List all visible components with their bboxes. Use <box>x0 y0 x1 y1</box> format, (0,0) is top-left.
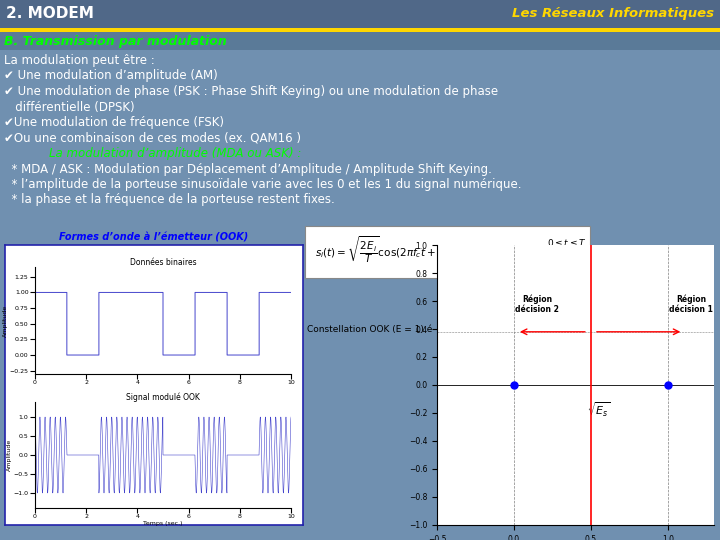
Text: * MDA / ASK : Modulation par Déplacement d’Amplitude / Amplitude Shift Keying.: * MDA / ASK : Modulation par Déplacement… <box>4 163 492 176</box>
X-axis label: Temps (sec.): Temps (sec.) <box>143 521 183 526</box>
Text: La modulation peut être :: La modulation peut être : <box>4 54 155 67</box>
Text: * la phase et la fréquence de la porteuse restent fixes.: * la phase et la fréquence de la porteus… <box>4 193 335 206</box>
Text: * l’amplitude de la porteuse sinusoïdale varie avec les 0 et les 1 du signal num: * l’amplitude de la porteuse sinusoïdale… <box>4 178 521 191</box>
Title: Signal modulé OOK: Signal modulé OOK <box>126 392 200 402</box>
Y-axis label: Amplitude: Amplitude <box>3 305 8 337</box>
Bar <box>0 28 720 32</box>
Point <box>508 381 520 389</box>
Text: ✔ Une modulation de phase (PSK : Phase Shift Keying) ou une modulation de phase: ✔ Une modulation de phase (PSK : Phase S… <box>4 85 498 98</box>
Text: Région
décision 2: Région décision 2 <box>515 294 559 314</box>
Title: Formes d’onde à l’émetteur (OOK): Formes d’onde à l’émetteur (OOK) <box>59 233 248 243</box>
Bar <box>0 0 720 28</box>
Text: B. Transmission par modulation: B. Transmission par modulation <box>4 35 227 48</box>
Title: Données binaires: Données binaires <box>130 259 197 267</box>
Bar <box>0 32 720 50</box>
Text: $\sqrt{E_s}$: $\sqrt{E_s}$ <box>587 401 610 420</box>
Text: $i = 1, \ldots, M$: $i = 1, \ldots, M$ <box>539 252 586 264</box>
Text: Les Réseaux Informatiques: Les Réseaux Informatiques <box>512 8 714 21</box>
Text: $0 \leq t \leq T$: $0 \leq t \leq T$ <box>546 238 586 248</box>
Text: Région
décision 1: Région décision 1 <box>669 294 713 314</box>
Text: $s_i(t) = \sqrt{\dfrac{2E_i}{T}}\cos(2\pi f_c t + \varphi_i),$: $s_i(t) = \sqrt{\dfrac{2E_i}{T}}\cos(2\p… <box>315 234 454 265</box>
Text: 2. MODEM: 2. MODEM <box>6 6 94 22</box>
Text: ✔ Une modulation d’amplitude (AM): ✔ Une modulation d’amplitude (AM) <box>4 70 217 83</box>
Point <box>662 381 674 389</box>
Text: ✔Ou une combinaison de ces modes (ex. QAM16 ): ✔Ou une combinaison de ces modes (ex. QA… <box>4 132 301 145</box>
Text: ✔Une modulation de fréquence (FSK): ✔Une modulation de fréquence (FSK) <box>4 116 224 129</box>
Text: Constellation OOK (E = 1) é: Constellation OOK (E = 1) é <box>307 325 433 334</box>
Text: La modulation d’amplitude (MDA ou ASK) :: La modulation d’amplitude (MDA ou ASK) : <box>4 147 302 160</box>
Bar <box>305 226 590 278</box>
Text: différentielle (DPSK): différentielle (DPSK) <box>4 100 135 113</box>
Y-axis label: Amplitude: Amplitude <box>7 439 12 471</box>
